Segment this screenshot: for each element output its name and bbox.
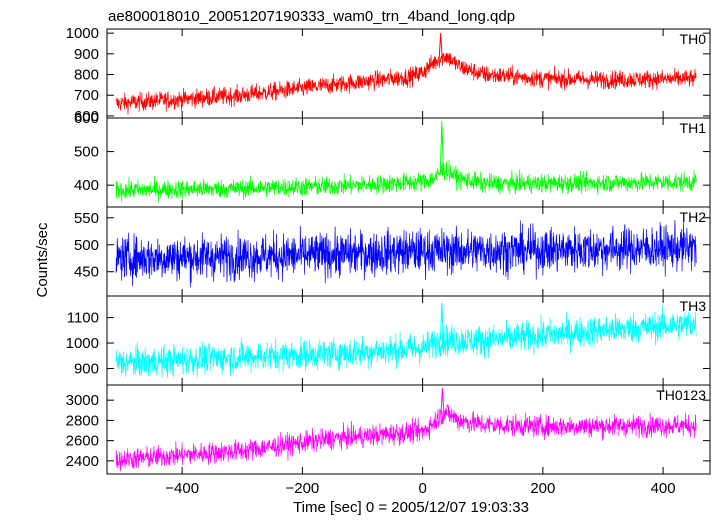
panel-label-th0123: TH0123 bbox=[656, 387, 706, 403]
x-axis-label: Time [sec] 0 = 2005/12/07 19:03:33 bbox=[293, 499, 529, 516]
y-tick-label: 550 bbox=[74, 210, 99, 227]
y-tick-label: 2600 bbox=[66, 433, 99, 450]
panel-label-th3: TH3 bbox=[680, 298, 707, 314]
y-tick-label: 700 bbox=[74, 87, 99, 104]
series-line-th0123 bbox=[115, 404, 697, 472]
y-tick-label: 1000 bbox=[66, 335, 99, 352]
x-tick-label: −200 bbox=[285, 480, 319, 497]
y-axis-label: Counts/sec bbox=[34, 222, 51, 298]
panel-label-th1: TH1 bbox=[680, 120, 707, 136]
series-peak-th3 bbox=[439, 302, 444, 341]
x-tick-label: −400 bbox=[165, 480, 199, 497]
series-line-th2 bbox=[115, 220, 697, 288]
y-tick-label: 2400 bbox=[66, 453, 99, 470]
x-tick-label: 400 bbox=[651, 480, 676, 497]
series-peak-th0 bbox=[438, 33, 443, 59]
series-line-th1 bbox=[115, 159, 697, 203]
y-tick-label: 1100 bbox=[67, 310, 99, 327]
y-tick-label: 500 bbox=[74, 237, 99, 254]
y-tick-label: 2800 bbox=[66, 412, 99, 429]
series-peak-th0123 bbox=[440, 388, 445, 415]
y-tick-label: 500 bbox=[74, 144, 99, 161]
panel-th2: 450 500 550 TH2 bbox=[74, 206, 711, 297]
panel-th0123: 2400 2600 2800 3000 TH0123 bbox=[66, 384, 711, 475]
y-tick-label: 900 bbox=[74, 360, 99, 377]
panel-th0: 600 700 800 900 1000 TH0 bbox=[66, 25, 711, 125]
panel-label-th2: TH2 bbox=[680, 209, 707, 225]
panel-frame bbox=[106, 384, 711, 475]
x-tick-label: 0 bbox=[418, 480, 426, 497]
chart-title: ae800018010_20051207190333_wam0_trn_4ban… bbox=[108, 8, 515, 25]
y-tick-label: 800 bbox=[74, 67, 99, 84]
y-tick-label: 400 bbox=[74, 177, 99, 194]
series-line-th0 bbox=[115, 52, 697, 115]
y-tick-label: 3000 bbox=[66, 392, 99, 409]
y-tick-label: 900 bbox=[74, 46, 99, 63]
panel-label-th0: TH0 bbox=[680, 31, 707, 47]
x-tick-label: 200 bbox=[530, 480, 555, 497]
series-peak-th1 bbox=[439, 121, 444, 172]
panel-th3: 900 1000 1100 TH3 bbox=[66, 295, 711, 386]
y-tick-label: 600 bbox=[74, 110, 99, 127]
y-tick-label: 1000 bbox=[66, 25, 99, 42]
y-tick-label: 450 bbox=[74, 264, 99, 281]
series-line-th3 bbox=[115, 305, 697, 379]
y-tick-label: 600 bbox=[74, 108, 99, 125]
panel-th1: 400 500 600 TH1 bbox=[74, 110, 711, 208]
